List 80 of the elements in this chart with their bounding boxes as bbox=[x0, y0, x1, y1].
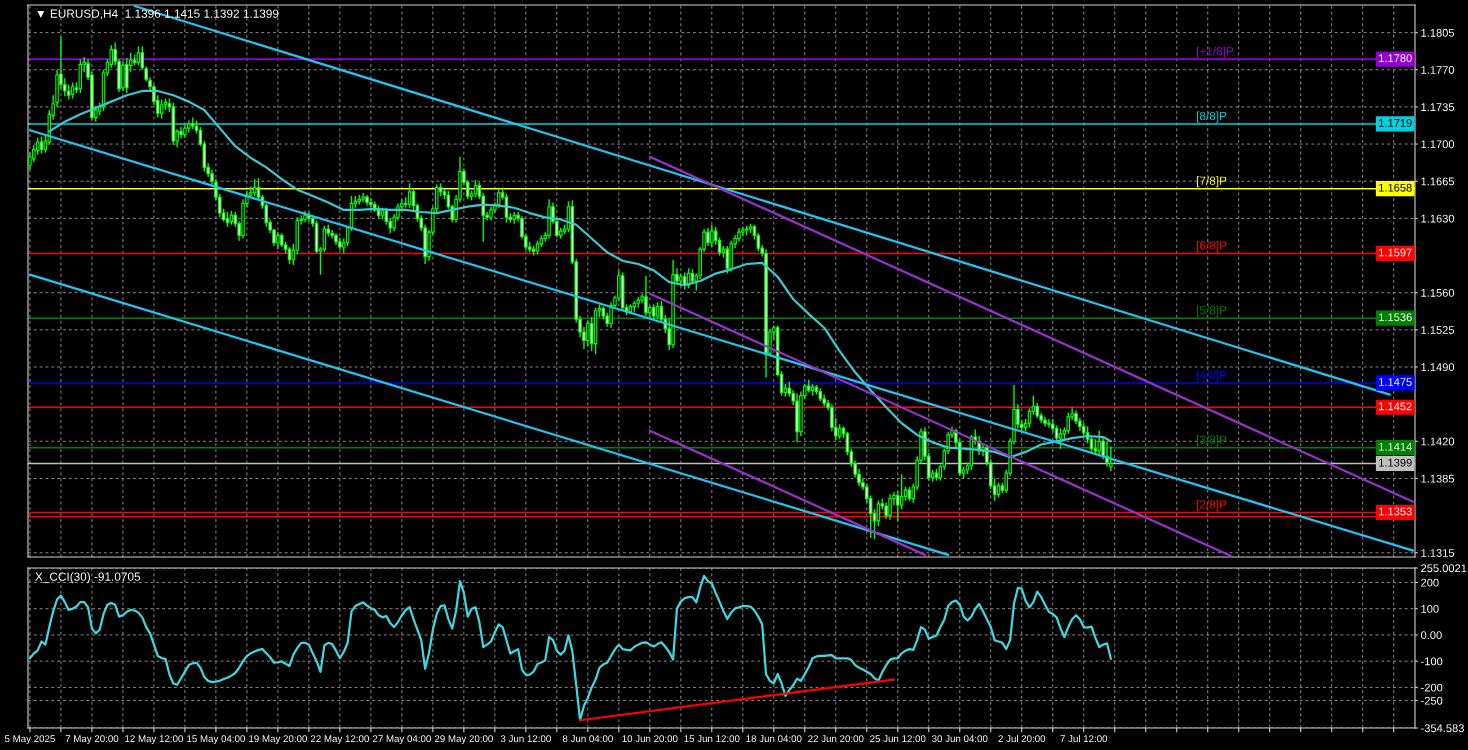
candlestick bbox=[1109, 445, 1113, 472]
candlestick bbox=[609, 301, 613, 329]
y-tick-label: 1.1770 bbox=[1421, 66, 1455, 74]
x-tick-label: 19 May 20:00 bbox=[249, 735, 307, 745]
candlestick bbox=[369, 197, 373, 209]
candlestick bbox=[125, 57, 129, 94]
candlestick bbox=[496, 189, 501, 209]
chart-title: ▼ EURUSD,H4 1.1396 1.1415 1.1392 1.1399 bbox=[37, 9, 279, 20]
x-tick-label: 7 May 20:00 bbox=[65, 735, 119, 745]
ref-line-label: 1.1475 bbox=[1379, 378, 1412, 386]
y-tick-label: 1.1665 bbox=[1421, 177, 1455, 186]
candlestick bbox=[159, 98, 164, 120]
x-tick-label: 10 Jun 20:00 bbox=[622, 735, 678, 743]
y-tick-label: 1.1490 bbox=[1421, 363, 1455, 372]
x-tick-label: 8 Jun 04:00 bbox=[562, 735, 613, 743]
candlestick bbox=[179, 126, 183, 140]
x-tick-label: 29 May 20:00 bbox=[434, 735, 493, 745]
ref-line-label: 1.1353 bbox=[1379, 507, 1412, 516]
ref-line-label: 1.1536 bbox=[1379, 313, 1412, 322]
y-tick-label: 1.1805 bbox=[1421, 28, 1455, 37]
annotation: [2/8]P bbox=[1196, 500, 1227, 512]
ref-line-label: 1.1414 bbox=[1379, 442, 1412, 451]
line-series bbox=[28, 574, 1112, 722]
y-tick-label: 1.1385 bbox=[1421, 474, 1455, 483]
candlestick bbox=[876, 500, 881, 527]
y-tick-label: 0.00 bbox=[1420, 631, 1442, 640]
x-tick-label: 15 May 04:00 bbox=[187, 735, 245, 745]
annotation: [4/8]P bbox=[1196, 370, 1227, 382]
candlestick bbox=[1047, 418, 1051, 429]
candlestick bbox=[710, 224, 714, 248]
x-tick-label: 3 Jun 12:00 bbox=[500, 735, 551, 743]
y-tick-label: 1.1630 bbox=[1421, 214, 1455, 223]
candlestick bbox=[121, 60, 125, 92]
y-tick-label: 1.1560 bbox=[1421, 288, 1455, 297]
ref-line-label: 1.1719 bbox=[1379, 119, 1412, 127]
x-tick-label: 25 Jun 12:00 bbox=[870, 735, 926, 743]
candlestick bbox=[1066, 411, 1071, 435]
candlestick bbox=[586, 319, 590, 347]
candlestick bbox=[1097, 429, 1102, 456]
x-tick-label: 7 Jul 12:00 bbox=[1060, 734, 1108, 743]
candlestick bbox=[888, 493, 892, 521]
y-tick-label: 100 bbox=[1421, 604, 1439, 613]
candlestick bbox=[899, 473, 904, 510]
x-tick-label: 22 May 12:00 bbox=[310, 735, 369, 745]
y-tick-label: 255.0021 bbox=[1421, 564, 1467, 573]
annotation: [+1/8]P bbox=[1196, 46, 1234, 58]
x-tick-label: 27 May 04:00 bbox=[372, 735, 431, 745]
chart-title: X_CCI(30) -91.0705 bbox=[35, 572, 141, 584]
candlestick bbox=[706, 227, 710, 247]
annotation: [6/8]P bbox=[1196, 241, 1227, 253]
y-tick-label: 1.1525 bbox=[1421, 326, 1455, 334]
ref-line-label: 1.1780 bbox=[1379, 54, 1412, 63]
y-tick-label: 1.1315 bbox=[1421, 549, 1455, 557]
y-tick-label: -200 bbox=[1421, 683, 1443, 692]
x-tick-label: 12 May 12:00 bbox=[125, 735, 183, 745]
ref-line-label: 1.1658 bbox=[1379, 183, 1412, 192]
x-tick-label: 2 Jul 20:00 bbox=[998, 734, 1046, 743]
annotation: [5/8]P bbox=[1196, 305, 1227, 317]
x-tick-label: 15 Jun 12:00 bbox=[684, 735, 740, 743]
y-tick-label: -100 bbox=[1421, 657, 1443, 666]
x-tick-label: 22 Jun 20:00 bbox=[808, 735, 864, 743]
ref-line-label: 1.1452 bbox=[1379, 402, 1412, 411]
x-tick-label: 5 May 2025 bbox=[4, 735, 55, 745]
y-tick-label: -354.583 bbox=[1421, 724, 1464, 733]
ref-line-label: 1.1597 bbox=[1379, 248, 1412, 257]
candlestick bbox=[644, 274, 648, 317]
annotation: [7/8]P bbox=[1196, 176, 1227, 188]
annotation: [8/8]P bbox=[1196, 111, 1227, 123]
y-tick-label: 1.1700 bbox=[1421, 140, 1455, 149]
y-tick-label: -250 bbox=[1421, 696, 1443, 705]
candlestick bbox=[136, 45, 141, 67]
y-tick-label: 1.1735 bbox=[1421, 103, 1455, 112]
y-tick-label: 200 bbox=[1421, 578, 1439, 587]
y-tick-label: 1.1420 bbox=[1421, 437, 1455, 446]
line-series bbox=[48, 89, 1112, 459]
ref-line-label: 1.1399 bbox=[1379, 458, 1412, 467]
annotation: [3/8]P bbox=[1196, 435, 1227, 447]
x-tick-label: 30 Jun 04:00 bbox=[932, 735, 988, 743]
x-tick-label: 18 Jun 04:00 bbox=[746, 735, 802, 743]
candlestick bbox=[725, 245, 730, 275]
